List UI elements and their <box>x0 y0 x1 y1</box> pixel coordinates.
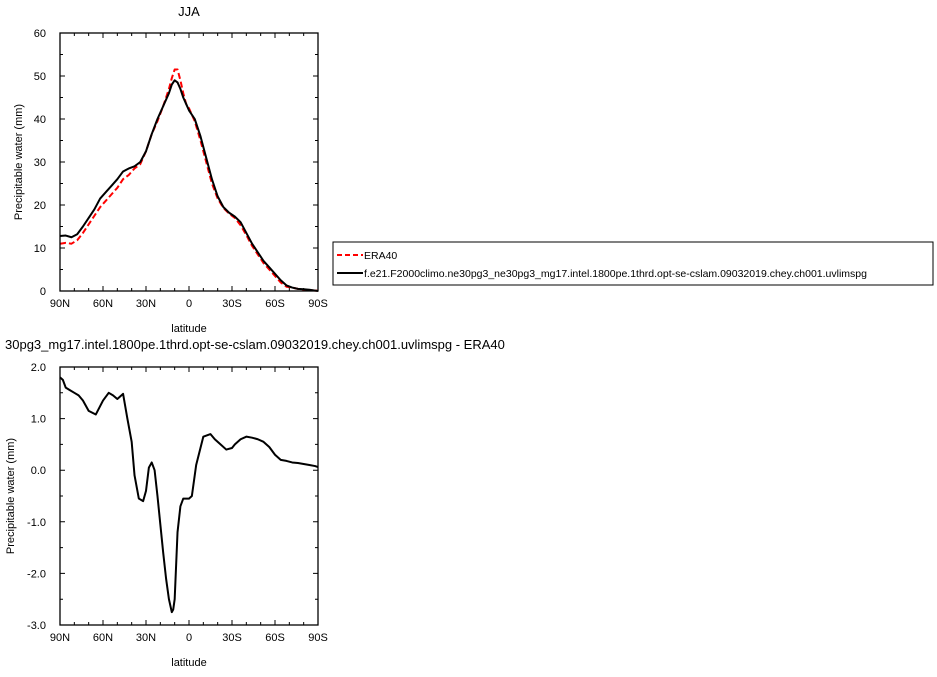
bottom-series-line-difference <box>59 376 319 614</box>
top-y-axis-label: Precipitable water (mm) <box>13 104 25 220</box>
bottom-y-tick-label: 2.0 <box>31 362 46 374</box>
bottom-ticks: 90N 60N 30N 0 30S 60S 90S -3.0 -2.0 -1.0 0.0 1.0 2.0 <box>27 362 328 644</box>
top-x-tick-label: 60S <box>265 298 285 310</box>
legend-model-label: f.e21.F2000climo.ne30pg3_ne30pg3_mg17.in… <box>364 268 867 280</box>
bottom-y-tick-label: -3.0 <box>27 620 46 632</box>
top-x-tick-label: 30S <box>222 298 242 310</box>
bottom-x-tick-label: 90S <box>308 632 328 644</box>
bottom-y-tick-label: 0.0 <box>31 465 46 477</box>
bottom-x-tick-label: 30S <box>222 632 242 644</box>
top-y-tick-label: 30 <box>34 157 46 169</box>
legend-era40-label: ERA40 <box>364 250 397 262</box>
top-y-tick-label: 50 <box>34 71 46 83</box>
top-series-line-model <box>59 79 319 292</box>
top-x-tick-label: 60N <box>93 298 113 310</box>
top-x-tick-label: 90S <box>308 298 328 310</box>
bottom-title: 30pg3_mg17.intel.1800pe.1thrd.opt-se-csl… <box>5 337 505 352</box>
bottom-y-tick-label: -1.0 <box>27 517 46 529</box>
bottom-y-tick-label: -2.0 <box>27 568 46 580</box>
legend: ERA40 f.e21.F2000climo.ne30pg3_ne30pg3_m… <box>332 241 934 286</box>
top-ticks: 90N 60N 30N 0 30S 60S 90S 0 10 20 30 40 50 60 <box>34 28 328 310</box>
bottom-x-tick-label: 30N <box>136 632 156 644</box>
legend-box <box>332 241 934 286</box>
top-title: JJA <box>178 4 200 19</box>
top-y-tick-label: 40 <box>34 114 46 126</box>
bottom-x-axis-label: latitude <box>171 657 206 669</box>
bottom-x-tick-label: 90N <box>50 632 70 644</box>
top-x-tick-label: 30N <box>136 298 156 310</box>
top-series-line-era40 <box>59 68 318 292</box>
top-y-tick-label: 60 <box>34 28 46 40</box>
bottom-plot-frame <box>59 366 319 626</box>
bottom-panel: 30pg3_mg17.intel.1800pe.1thrd.opt-se-csl… <box>5 337 505 669</box>
top-y-tick-label: 20 <box>34 200 46 212</box>
bottom-y-tick-label: 1.0 <box>31 414 46 426</box>
bottom-x-tick-label: 60S <box>265 632 285 644</box>
top-x-tick-label: 0 <box>186 298 192 310</box>
top-y-tick-label: 0 <box>40 286 46 298</box>
top-x-tick-label: 90N <box>50 298 70 310</box>
bottom-y-axis-label: Precipitable water (mm) <box>5 438 17 554</box>
top-y-tick-label: 10 <box>34 243 46 255</box>
top-series <box>59 68 319 292</box>
top-panel: JJA latitude Precipitable water (mm) 90N… <box>13 4 328 335</box>
top-x-axis-label: latitude <box>171 323 206 335</box>
bottom-x-tick-label: 60N <box>93 632 113 644</box>
top-plot-frame <box>59 32 319 292</box>
bottom-x-tick-label: 0 <box>186 632 192 644</box>
bottom-series <box>59 376 319 614</box>
